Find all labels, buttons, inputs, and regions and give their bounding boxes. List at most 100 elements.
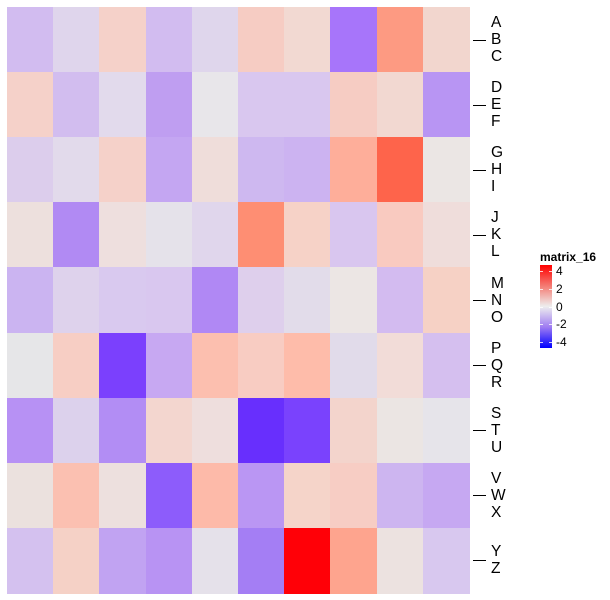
row-label: I: [491, 178, 496, 196]
heatmap-cell: [330, 462, 378, 529]
row-label: J: [491, 209, 499, 227]
heatmap-cell: [284, 202, 331, 269]
heatmap-cell: [99, 397, 147, 464]
row-label: V: [491, 469, 502, 487]
row-label: R: [491, 373, 503, 391]
heatmap-cell: [284, 462, 331, 529]
heatmap-cell: [7, 462, 54, 529]
heatmap-cell: [7, 7, 54, 73]
row-label: M: [491, 274, 504, 292]
row-label: G: [491, 144, 504, 162]
heatmap-cell: [145, 267, 193, 334]
heatmap-cell: [330, 397, 378, 464]
row-tick: [473, 365, 486, 367]
row-label: O: [491, 308, 504, 326]
heatmap-cell: [422, 7, 470, 73]
heatmap-cell: [422, 72, 470, 138]
heatmap-cell: [53, 137, 100, 203]
heatmap-cell: [145, 137, 193, 203]
heatmap-cell: [7, 72, 54, 138]
heatmap-cell: [53, 527, 100, 594]
heatmap-cell: [238, 7, 285, 73]
heatmap-cell: [99, 72, 147, 138]
heatmap-cell: [145, 462, 193, 529]
row-label: A: [491, 14, 502, 32]
heatmap-cell: [53, 7, 100, 73]
heatmap-cell: [7, 397, 54, 464]
heatmap-cell: [376, 332, 424, 399]
heatmap-cell: [376, 202, 424, 269]
row-label: H: [491, 161, 503, 179]
row-label: T: [491, 421, 501, 439]
heatmap-cell: [330, 137, 378, 203]
heatmap-cell: [330, 7, 378, 73]
heatmap-cell: [191, 267, 239, 334]
heatmap-cell: [330, 527, 378, 594]
row-label: N: [491, 291, 503, 309]
heatmap-cell: [191, 527, 239, 594]
heatmap-cell: [330, 72, 378, 138]
heatmap-cell: [376, 527, 424, 594]
colorbar-tick-label: 0: [556, 299, 563, 314]
heatmap-cell: [238, 202, 285, 269]
heatmap-cell: [238, 137, 285, 203]
heatmap-cell: [284, 332, 331, 399]
legend-title: matrix_16: [540, 250, 597, 264]
heatmap-cell: [422, 527, 470, 594]
colorbar-tick-label: -2: [556, 317, 567, 332]
heatmap-body: [7, 7, 470, 594]
heatmap-cell: [99, 462, 147, 529]
colorbar-tick-label: -4: [556, 335, 567, 349]
colorbar-tick-label: 2: [556, 281, 563, 296]
heatmap-cell: [422, 462, 470, 529]
row-label: F: [491, 113, 501, 131]
heatmap-cell: [376, 267, 424, 334]
heatmap-cell: [330, 267, 378, 334]
heatmap-cell: [376, 397, 424, 464]
heatmap-cell: [330, 332, 378, 399]
heatmap-cell: [145, 397, 193, 464]
heatmap-cell: [145, 527, 193, 594]
row-tick: [473, 300, 486, 301]
row-label: Y: [491, 543, 502, 561]
heatmap-cell: [238, 527, 285, 594]
heatmap-cell: [238, 462, 285, 529]
heatmap-cell: [53, 332, 100, 399]
heatmap-cell: [53, 397, 100, 464]
heatmap-cell: [284, 397, 331, 464]
heatmap-cell: [238, 267, 285, 334]
heatmap-cell: [330, 202, 378, 269]
row-label: B: [491, 31, 502, 49]
heatmap-cell: [191, 202, 239, 269]
row-tick: [473, 430, 486, 432]
colorbar-tick-label: 4: [556, 264, 563, 278]
heatmap-cell: [53, 462, 100, 529]
heatmap-cell: [284, 527, 331, 594]
row-label: P: [491, 339, 502, 357]
row-tick: [473, 39, 486, 41]
heatmap-cell: [422, 202, 470, 269]
heatmap-cell: [99, 137, 147, 203]
row-label: S: [491, 404, 502, 422]
heatmap-cell: [145, 202, 193, 269]
heatmap-cell: [53, 267, 100, 334]
heatmap-cell: [284, 7, 331, 73]
heatmap-cell: [376, 72, 424, 138]
heatmap-cell: [238, 332, 285, 399]
heatmap-cell: [7, 137, 54, 203]
row-tick: [473, 234, 486, 236]
row-label: C: [491, 48, 503, 66]
heatmap-cell: [191, 137, 239, 203]
colorbar: [540, 265, 552, 348]
heatmap-cell: [376, 137, 424, 203]
heatmap-cell: [376, 7, 424, 73]
heatmap-cell: [99, 527, 147, 594]
heatmap-cell: [284, 72, 331, 138]
heatmap-cell: [191, 397, 239, 464]
heatmap-cell: [145, 332, 193, 399]
row-label: W: [491, 486, 506, 504]
heatmap-cell: [99, 7, 147, 73]
heatmap-cell: [422, 137, 470, 203]
row-label: K: [491, 226, 502, 244]
heatmap-cell: [7, 527, 54, 594]
